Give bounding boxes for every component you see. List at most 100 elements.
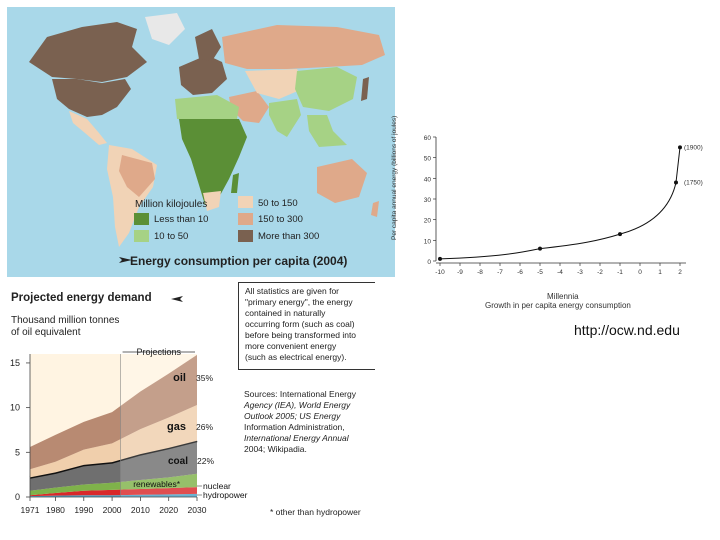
growth-xlabel: Millennia [547, 292, 579, 301]
area-gas [30, 404, 197, 478]
note-line: before being transformed into [245, 330, 357, 340]
sources-text: Sources: International Energy Agency (IE… [244, 389, 384, 455]
growth-y-tick-label: 60 [424, 135, 432, 142]
series-share-oil: 35% [196, 373, 213, 383]
map-central-asia [245, 69, 307, 99]
arrow-left-icon [171, 296, 183, 302]
coal-edge-line [29, 439, 198, 479]
sources-line: Outlook 2005; US Energy [244, 411, 341, 421]
growth-x-tick-label: -1 [617, 269, 623, 276]
growth-x-tick-label: -3 [577, 269, 583, 276]
projection-shade [120, 354, 197, 497]
series-label-hydropower: hydropower [203, 490, 248, 500]
growth-point [538, 246, 542, 251]
projected-demand-subtitle: Thousand million tonnes of oil equivalen… [11, 315, 119, 339]
growth-point [678, 145, 682, 150]
growth-x-tick-label: 0 [638, 269, 642, 276]
growth-title: Growth in per capita energy consumption [485, 301, 631, 310]
source-url: http://ocw.nd.edu [574, 322, 680, 338]
legend-label-50-to-150: 50 to 150 [258, 198, 298, 209]
footnote: * other than hydropower [270, 507, 361, 517]
growth-point [674, 180, 678, 185]
x-tick-label: 1971 [21, 505, 40, 515]
map-legend-title: Million kilojoules [135, 199, 208, 210]
area-renewables [30, 473, 197, 496]
map-india [269, 99, 301, 137]
projected-demand-title: Projected energy demand [11, 292, 152, 304]
series-share-gas: 26% [196, 422, 213, 432]
growth-x-tick-label: 2 [678, 269, 682, 276]
map-madagascar [231, 173, 239, 193]
map-greenland [145, 13, 185, 45]
x-tick-label: 1980 [46, 505, 65, 515]
map-caption: Energy consumption per capita (2004) [130, 254, 348, 268]
map-scandinavia [195, 29, 221, 61]
growth-line [439, 147, 681, 260]
note-line: contained in naturally [245, 308, 326, 318]
x-tick-label: 2010 [131, 505, 150, 515]
growth-x-tick-label: -7 [497, 269, 503, 276]
subtitle-line-2: of oil equivalent [11, 327, 81, 338]
legend-label-150-to-300: 150 to 300 [258, 214, 303, 225]
note-line: "primary energy", the energy [245, 297, 353, 307]
growth-y-tick-label: 40 [424, 176, 432, 183]
legend-label-less-than-10: Less than 10 [154, 214, 209, 225]
growth-point [618, 232, 622, 237]
map-south-africa [203, 191, 221, 211]
series-label-gas: gas [167, 421, 186, 433]
series-label-oil: oil [173, 372, 186, 384]
sources-line: Information Administration, [244, 422, 345, 432]
annotation-1900: (1900) [684, 144, 703, 151]
map-europe [179, 55, 227, 95]
series-share-coal: 22% [197, 456, 214, 466]
sources-line: 2004; Wikipadia. [244, 444, 307, 454]
note-line: All statistics are given for [245, 286, 340, 296]
world-map [7, 7, 395, 277]
series-label-coal: coal [168, 456, 188, 467]
note-line: (such as electrical energy). [245, 352, 347, 362]
map-mexico [69, 111, 107, 145]
legend-label-more-than-300: More than 300 [258, 231, 320, 242]
growth-y-tick-label: 30 [424, 197, 432, 204]
x-tick-label: 1990 [74, 505, 93, 515]
y-tick-label: 5 [15, 447, 20, 457]
x-tick-label: 2030 [188, 505, 207, 515]
legend-swatch-more-than-300 [238, 230, 253, 242]
area-hydropower [30, 493, 197, 497]
growth-ylabel: Per capita annual energy (billions of jo… [391, 115, 398, 240]
world-map-svg [29, 13, 385, 247]
annotation-1750: (1750) [684, 179, 703, 186]
growth-x-tick-label: -9 [457, 269, 463, 276]
growth-x-tick-label: -2 [597, 269, 603, 276]
projected-demand-chart: Projections 0 5 10 15 1971 1980 1990 2000 2010 202… [10, 347, 248, 515]
subtitle-line-1: Thousand million tonnes [11, 315, 120, 326]
area-oil [30, 354, 197, 470]
legend-swatch-50-to-150 [238, 196, 253, 208]
y-tick-label: 0 [15, 492, 20, 502]
area-coal [30, 440, 197, 491]
map-russia [222, 25, 385, 69]
map-australia [317, 159, 367, 203]
map-north-africa [175, 95, 239, 121]
note-line: occurring form (such as coal) [245, 319, 355, 329]
x-tick-label: 2000 [103, 505, 122, 515]
series-label-nuclear: nuclear [203, 481, 231, 491]
arrow-right-icon [119, 257, 132, 263]
infographic-panel: Million kilojoules Less than 10 10 to 50… [7, 7, 395, 517]
map-southeast-asia [307, 115, 347, 147]
growth-y-tick-label: 0 [427, 259, 431, 266]
sources-line: Sources: International Energy [244, 389, 356, 399]
legend-label-10-to-50: 10 to 50 [154, 231, 189, 242]
legend-swatch-150-to-300 [238, 213, 253, 225]
map-middle-east [229, 91, 269, 123]
map-brazil [119, 155, 155, 197]
area-nuclear [30, 487, 197, 497]
note-line: more convenient energy [245, 341, 337, 351]
growth-x-tick-label: 1 [658, 269, 662, 276]
legend-swatch-10-to-50 [134, 230, 149, 242]
sources-line: Agency (IEA), World Energy [244, 400, 351, 410]
series-label-renewables: renewables* [133, 479, 180, 489]
y-tick-label: 15 [10, 358, 20, 368]
growth-y-tick-label: 50 [424, 156, 432, 163]
